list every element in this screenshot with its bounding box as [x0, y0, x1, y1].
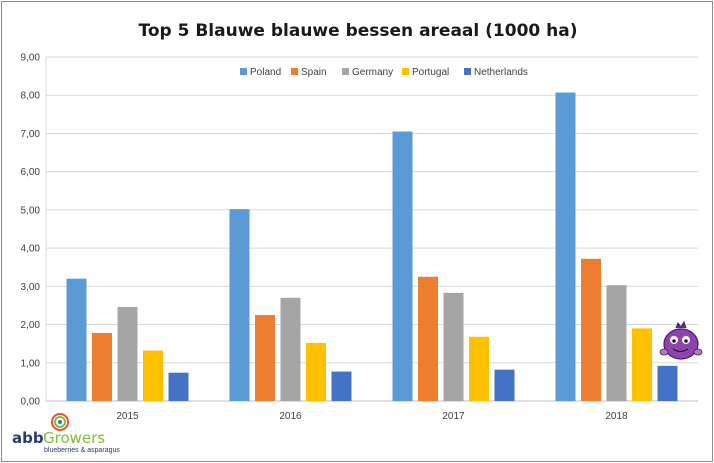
bar-poland-2017 — [392, 131, 413, 402]
chart-title: Top 5 Blauwe blauwe bessen areaal (1000 … — [139, 21, 578, 41]
x-tick-label: 2017 — [442, 411, 465, 422]
logo-tagline: blueberries & asparagus — [44, 447, 120, 454]
bar-netherlands-2017 — [494, 369, 515, 401]
legend-label: Portugal — [412, 67, 449, 78]
bar-poland-2015 — [66, 278, 87, 401]
y-tick-label: 9,00 — [21, 53, 41, 64]
bar-portugal-2018 — [632, 328, 652, 401]
bar-portugal-2016 — [306, 342, 326, 401]
bar-poland-2016 — [229, 209, 250, 401]
y-tick-label: 8,00 — [21, 91, 41, 102]
bar-germany-2016 — [280, 297, 301, 401]
y-tick-label: 1,00 — [21, 358, 41, 369]
x-axis-ticks: 2015 2016 2017 2018 — [116, 411, 628, 422]
legend-label: Poland — [250, 67, 281, 78]
bar-germany-2015 — [117, 306, 138, 401]
y-tick-label: 7,00 — [21, 129, 41, 140]
legend-swatch — [342, 68, 349, 75]
y-tick-label: 5,00 — [21, 205, 41, 216]
bar-portugal-2015 — [143, 350, 163, 401]
legend-swatch — [291, 68, 298, 75]
bars — [66, 92, 678, 402]
abb-growers-logo: abb Growers blueberries & asparagus — [12, 413, 120, 454]
bar-germany-2017 — [443, 292, 464, 401]
bar-spain-2016 — [255, 315, 275, 401]
legend-swatch — [464, 68, 471, 75]
y-axis-ticks: 0,00 1,00 2,00 3,00 4,00 5,00 6,00 7,00 8,00 9,00 — [21, 53, 41, 408]
logo-swirl-icon — [51, 413, 69, 431]
logo-abb-text: abb — [12, 429, 44, 447]
x-tick-label: 2018 — [605, 411, 628, 422]
legend: Poland Spain Germany Portugal Netherlands — [240, 67, 528, 78]
logo-growers-text: Growers — [43, 429, 105, 447]
bar-netherlands-2016 — [331, 371, 352, 401]
legend-swatch — [402, 68, 409, 75]
blueberry-mascot-icon — [659, 320, 703, 360]
bar-netherlands-2018 — [657, 365, 678, 401]
y-tick-label: 3,00 — [21, 282, 41, 293]
y-tick-label: 4,00 — [21, 244, 41, 255]
bar-spain-2017 — [418, 276, 438, 401]
bar-poland-2018 — [555, 92, 576, 402]
legend-label: Spain — [301, 67, 327, 78]
legend-label: Netherlands — [474, 67, 528, 78]
bar-spain-2015 — [92, 332, 112, 401]
y-tick-label: 2,00 — [21, 320, 41, 331]
bar-portugal-2017 — [469, 336, 489, 401]
legend-swatch — [240, 68, 247, 75]
bar-netherlands-2015 — [168, 372, 189, 401]
x-tick-label: 2015 — [116, 411, 139, 422]
legend-label: Germany — [352, 67, 393, 78]
bar-germany-2018 — [606, 285, 627, 401]
y-tick-label: 6,00 — [21, 167, 41, 178]
y-tick-label: 0,00 — [21, 397, 41, 408]
x-tick-label: 2016 — [279, 411, 302, 422]
bar-spain-2018 — [581, 258, 601, 401]
